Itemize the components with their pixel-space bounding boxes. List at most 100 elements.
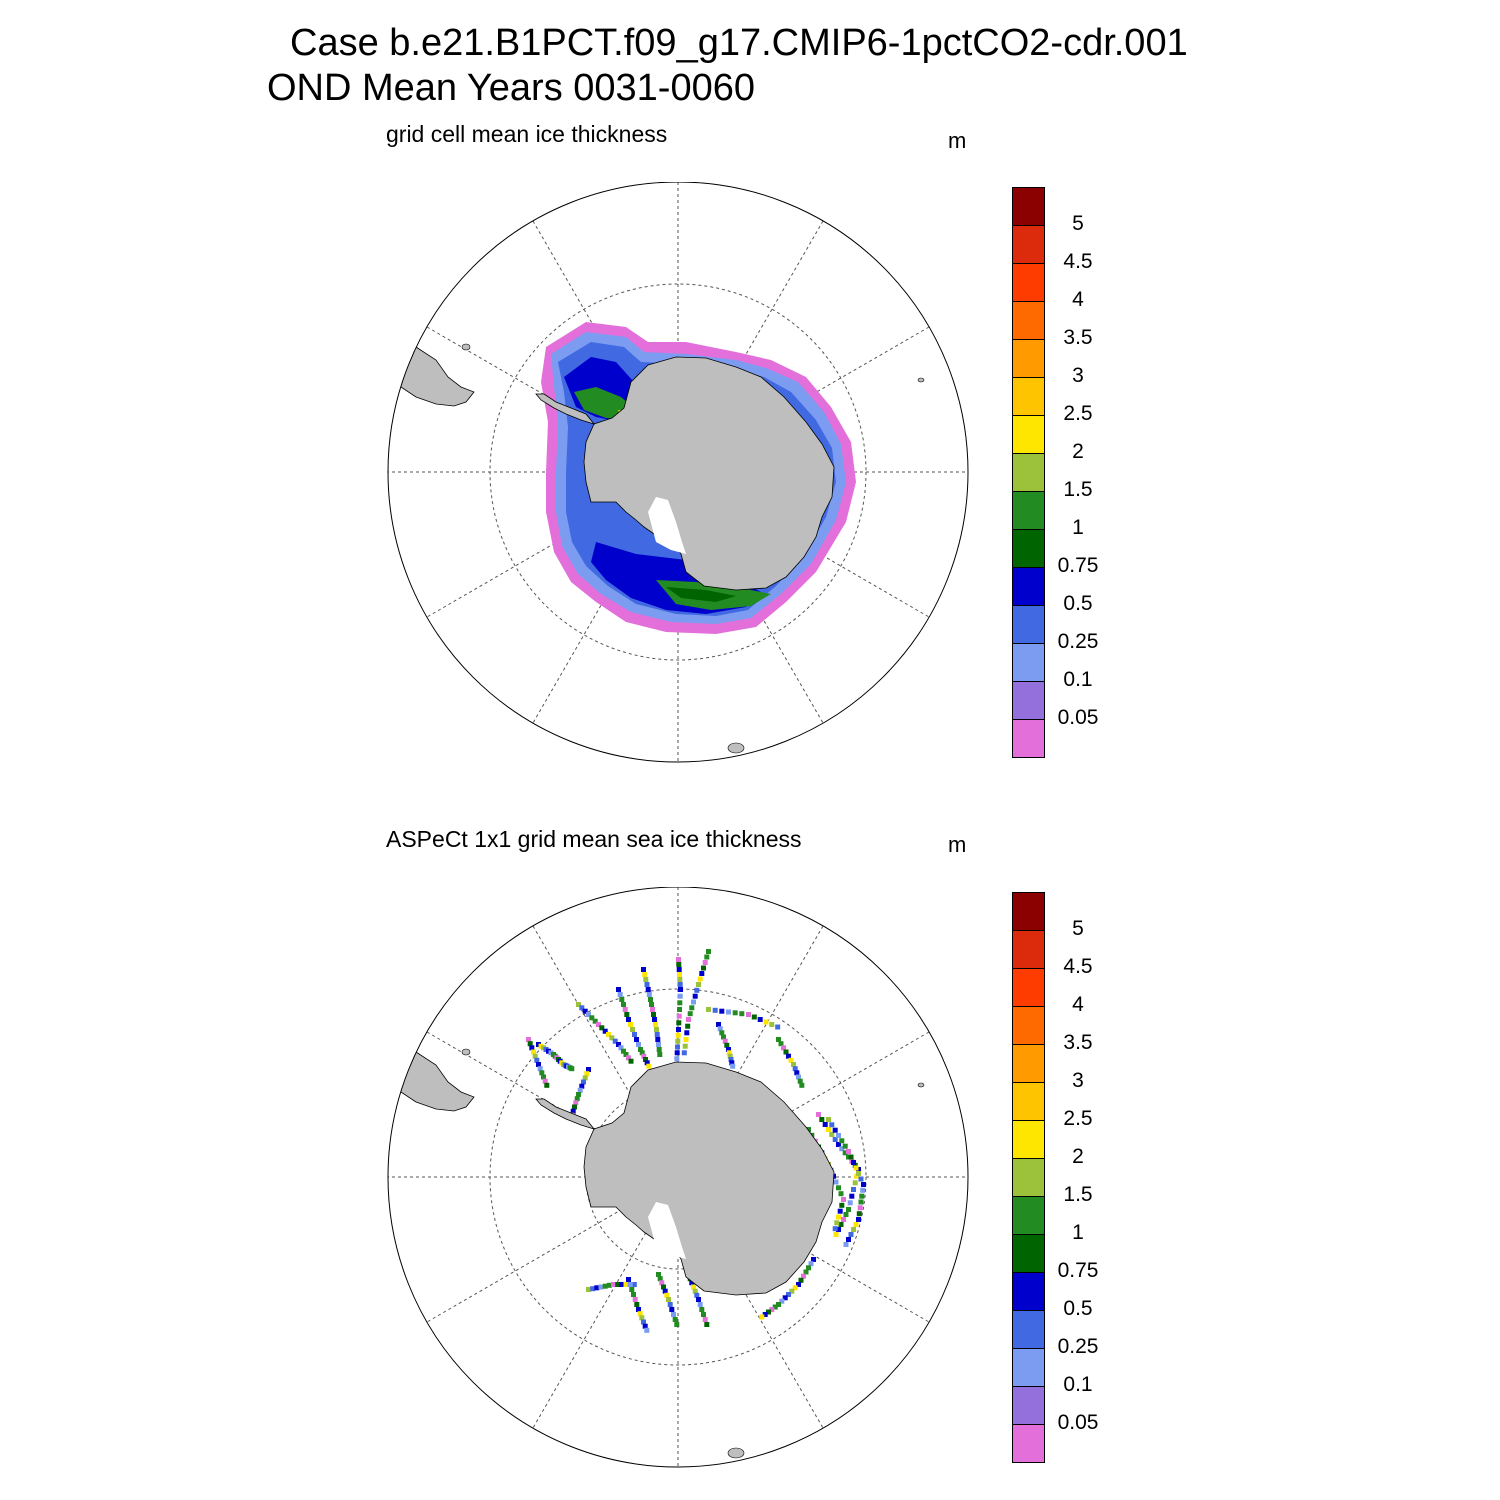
observation-cell xyxy=(697,976,703,982)
observation-cell xyxy=(534,1057,540,1063)
observation-cell xyxy=(689,1005,695,1011)
colorbar-label: 0.25 xyxy=(1057,1335,1099,1358)
observation-cell xyxy=(702,960,708,965)
observation-cell xyxy=(836,1185,841,1191)
observation-cell xyxy=(838,1222,844,1227)
observation-cell xyxy=(716,1022,721,1027)
colorbar-label: 1 xyxy=(1072,516,1084,539)
observation-cell xyxy=(797,1078,803,1084)
colorbar-label: 0.05 xyxy=(1057,706,1099,729)
observation-cell xyxy=(537,1066,543,1072)
island xyxy=(917,377,925,383)
observation-cell xyxy=(769,1307,775,1312)
observation-cell xyxy=(706,949,711,954)
observation-cell xyxy=(786,1292,791,1297)
observation-cell xyxy=(542,1078,548,1084)
colorbar-swatch xyxy=(1012,1386,1045,1425)
observation-cell xyxy=(822,1122,828,1127)
observation-cell xyxy=(799,1082,805,1088)
observation-cell xyxy=(732,1010,738,1016)
observation-cell xyxy=(853,1165,859,1171)
colorbar-swatch xyxy=(1012,1272,1045,1311)
colorbar-label: 0.1 xyxy=(1063,1373,1093,1396)
observation-cell xyxy=(848,1232,854,1237)
island xyxy=(461,343,471,351)
observation-cell xyxy=(691,1284,696,1290)
observation-cell xyxy=(669,1307,675,1312)
observation-cell xyxy=(634,1037,639,1042)
colorbar-swatch xyxy=(1012,930,1045,969)
colorbar-label: 1.5 xyxy=(1063,1183,1093,1206)
colorbar-label: 0.5 xyxy=(1063,592,1093,615)
observation-cell xyxy=(856,1211,862,1217)
observation-cell xyxy=(778,1041,784,1047)
observation-cell xyxy=(746,1012,751,1017)
observation-cell xyxy=(676,1027,681,1032)
observation-cell xyxy=(692,1288,698,1294)
observation-cell xyxy=(675,1044,680,1050)
observation-cell xyxy=(851,1227,856,1232)
colorbar-label: 5 xyxy=(1072,917,1084,940)
observation-cell xyxy=(671,1312,676,1317)
observation-cell xyxy=(666,1297,671,1302)
observation-cell xyxy=(644,982,650,987)
observation-cell xyxy=(527,1041,533,1047)
observation-cell xyxy=(675,1038,681,1044)
colorbar-swatch xyxy=(1012,1082,1045,1121)
ice-band-darkgreen xyxy=(666,587,736,602)
observation-cell xyxy=(776,1037,781,1042)
colorbar-swatch xyxy=(1012,1120,1045,1159)
observation-cell xyxy=(615,1282,621,1287)
observation-cell xyxy=(629,1287,635,1292)
observation-cell xyxy=(678,987,683,992)
observation-cell xyxy=(664,1292,670,1298)
observation-cell xyxy=(598,1284,604,1290)
observation-cell xyxy=(751,1014,757,1020)
observation-cell xyxy=(806,1265,811,1271)
colorbar-swatch xyxy=(1012,1196,1045,1235)
observation-cell xyxy=(627,1282,633,1287)
observation-cell xyxy=(788,1057,794,1063)
colorbar-label: 0.75 xyxy=(1057,1259,1099,1282)
observation-cell xyxy=(651,1012,656,1017)
observation-cell xyxy=(590,1286,596,1292)
observation-cell xyxy=(685,1023,691,1029)
observation-cell xyxy=(832,1226,838,1232)
observation-cell xyxy=(609,1035,615,1041)
observation-cell xyxy=(606,1282,612,1288)
observation-cell xyxy=(694,987,700,993)
observation-cell xyxy=(641,1319,646,1325)
colorbar-2 xyxy=(1012,892,1046,1463)
observation-cell xyxy=(724,1042,730,1048)
observation-cell xyxy=(769,1022,775,1027)
observation-cell xyxy=(662,1288,668,1294)
colorbar-swatch xyxy=(1012,263,1045,302)
observation-cell xyxy=(638,1047,643,1052)
observation-cell xyxy=(803,1269,809,1275)
observation-cell xyxy=(674,1322,680,1327)
observation-cell xyxy=(656,1272,661,1277)
observation-cell xyxy=(619,1282,625,1287)
observation-cell xyxy=(630,1027,635,1032)
island xyxy=(727,742,745,754)
colorbar-swatch xyxy=(1012,643,1045,682)
observation-cell xyxy=(623,1052,629,1057)
observation-cell xyxy=(526,1037,531,1042)
observation-cell xyxy=(659,1280,665,1286)
observation-cell xyxy=(577,1087,583,1093)
island xyxy=(461,1048,471,1056)
panel1-units: m xyxy=(948,128,967,153)
colorbar-label: 0.1 xyxy=(1063,668,1093,691)
map-boundary xyxy=(387,182,969,763)
colorbar-swatch xyxy=(1012,339,1045,378)
observation-cell xyxy=(641,1053,647,1059)
observation-cell xyxy=(626,1017,631,1022)
colorbar-label: 3.5 xyxy=(1063,1031,1093,1054)
observation-cell xyxy=(808,1261,814,1267)
observation-cell xyxy=(672,1317,678,1322)
observation-cell xyxy=(861,1182,866,1187)
observation-cell xyxy=(644,1327,650,1333)
observation-cell xyxy=(570,1108,576,1114)
ross-sea-notch xyxy=(648,497,686,554)
observation-cell xyxy=(826,1117,831,1122)
